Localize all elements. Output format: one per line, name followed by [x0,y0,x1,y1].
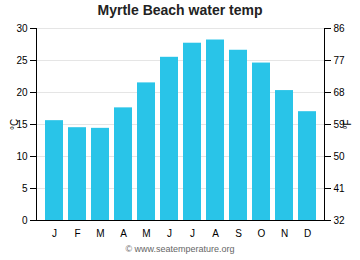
html-text:© www.seatemperature.org: © www.seatemperature.org [125,244,235,254]
svg-text:O: O [258,228,266,239]
svg-text:F: F [74,228,80,239]
svg-text:J: J [190,228,195,239]
svg-text:°C: °C [9,119,20,130]
svg-text:41: 41 [334,183,346,194]
svg-text:86: 86 [334,23,346,34]
svg-text:M: M [142,228,150,239]
svg-text:15: 15 [16,118,28,130]
svg-text:J: J [52,228,57,239]
svg-text:77: 77 [334,55,346,66]
svg-text:10: 10 [16,151,28,162]
svg-text:°F: °F [342,119,353,129]
svg-text:59: 59 [333,118,345,130]
svg-text:D: D [304,228,311,239]
svg-text:20: 20 [16,87,28,98]
svg-text:A: A [212,228,219,239]
svg-text:30: 30 [16,23,28,34]
svg-text:S: S [235,228,242,239]
svg-text:J: J [167,228,172,239]
svg-text:A: A [120,228,127,239]
html-text:Myrtle Beach water temp: Myrtle Beach water temp [97,2,263,18]
svg-text:32: 32 [334,215,346,226]
svg-text:25: 25 [16,55,28,66]
svg-text:50: 50 [334,151,346,162]
svg-text:0: 0 [22,215,28,226]
svg-text:68: 68 [334,87,346,98]
svg-text:M: M [96,228,104,239]
svg-text:5: 5 [22,183,28,194]
svg-text:N: N [281,228,288,239]
